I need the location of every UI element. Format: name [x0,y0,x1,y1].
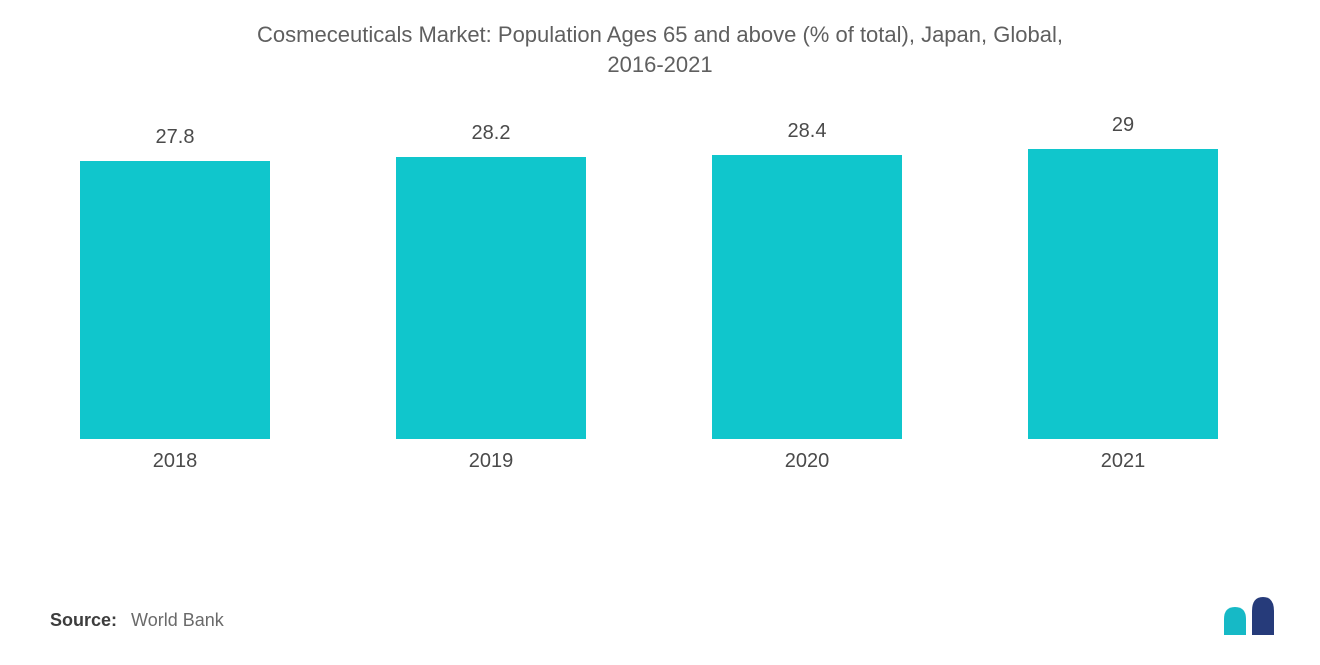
bar-category-label: 2018 [80,450,270,473]
bar-category-label: 2020 [712,450,902,473]
brand-logo [1218,595,1280,635]
bar-group: 28.42020 [712,149,902,439]
source-key: Source: [50,610,117,631]
bar [1028,149,1218,439]
bar-category-label: 2021 [1028,450,1218,473]
bar-value-label: 29 [1028,114,1218,137]
source-value: World Bank [131,610,224,631]
chart-title-line-2: 2016-2021 [40,50,1280,80]
plot-area: 27.82018 28.22019 28.42020 292021 [60,149,1260,439]
bar [80,161,270,439]
chart-title-line-1: Cosmeceuticals Market: Population Ages 6… [40,20,1280,50]
bar-group: 28.22019 [396,149,586,439]
bar-value-label: 28.4 [712,120,902,143]
source-line: Source: World Bank [50,610,224,631]
bar-value-label: 27.8 [80,126,270,149]
bar-value-label: 28.2 [396,122,586,145]
bar-group: 292021 [1028,149,1218,439]
bar-category-label: 2019 [396,450,586,473]
chart-title: Cosmeceuticals Market: Population Ages 6… [40,20,1280,79]
bar [712,155,902,439]
bar-group: 27.82018 [80,149,270,439]
chart-container: Cosmeceuticals Market: Population Ages 6… [0,0,1320,665]
bar [396,157,586,439]
